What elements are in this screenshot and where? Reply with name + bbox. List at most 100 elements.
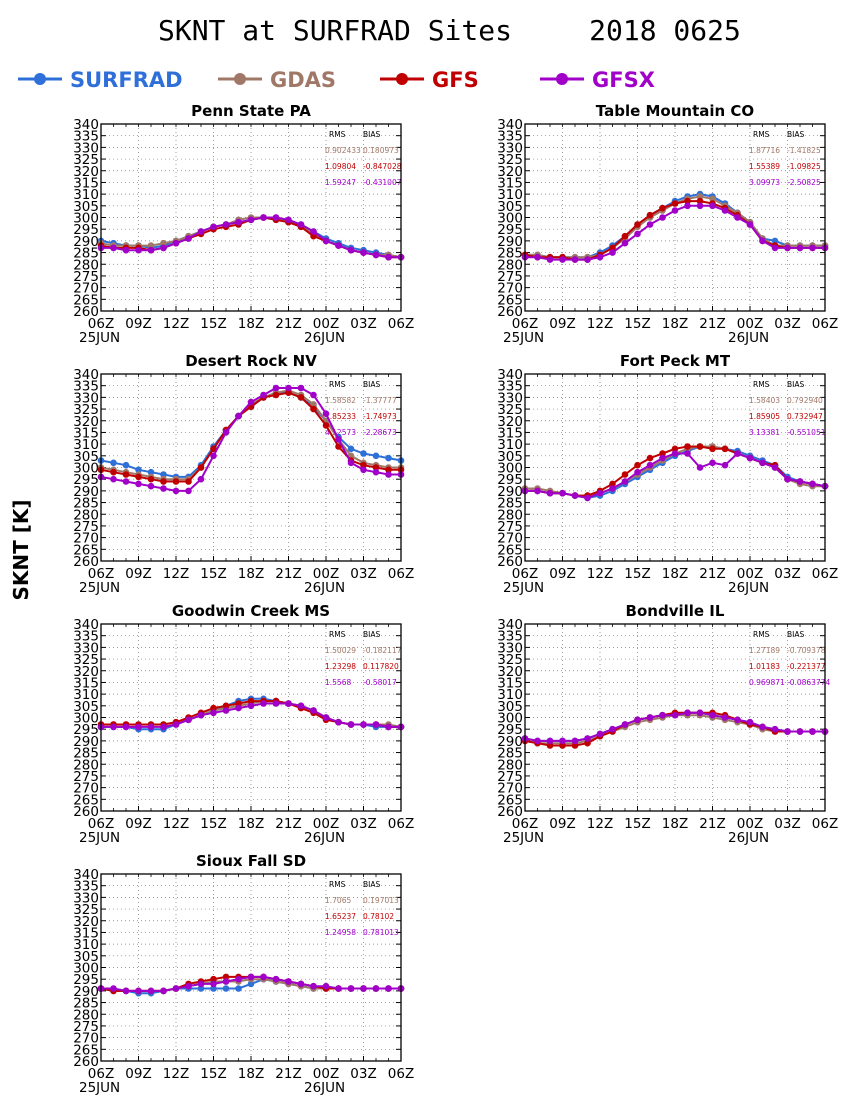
stats-bias-value: 0.78102	[363, 912, 394, 921]
stats-rms-value: 3.13381	[749, 428, 780, 437]
data-point	[609, 485, 616, 492]
x-tick-label: 21Z	[699, 316, 725, 332]
data-point	[684, 709, 691, 717]
y-tick-label: 330	[73, 140, 99, 156]
date-label: 25JUN	[79, 1080, 120, 1096]
data-point	[297, 394, 305, 401]
data-point	[385, 723, 392, 731]
data-point	[310, 982, 317, 990]
data-point	[634, 230, 641, 238]
data-point	[322, 410, 330, 418]
data-point	[210, 452, 217, 460]
data-point	[709, 195, 716, 203]
stats-rms-value: 1.01183	[749, 662, 780, 671]
x-tick-label: 06Z	[512, 316, 538, 332]
date-label: 26JUN	[304, 580, 345, 596]
y-tick-label: 265	[73, 1042, 99, 1058]
data-point	[297, 702, 305, 710]
y-tick-label: 270	[497, 531, 523, 547]
data-point	[110, 244, 117, 252]
data-point	[734, 214, 741, 221]
stats-bias-value: -1.41825	[787, 146, 821, 155]
data-point	[659, 711, 666, 719]
x-tick-label: 09Z	[125, 566, 151, 582]
data-point	[372, 464, 380, 471]
data-point	[185, 235, 192, 242]
chart-panel: Desert Rock NV26026527027528028529029530…	[73, 352, 414, 596]
y-tick-label: 260	[73, 804, 99, 820]
x-tick-label: 18Z	[238, 1066, 264, 1082]
y-tick-label: 295	[497, 472, 523, 488]
stats-bias-value: -1.74973	[363, 412, 397, 421]
x-tick-label: 21Z	[699, 816, 725, 832]
data-point	[771, 244, 779, 252]
data-point	[596, 253, 604, 261]
x-tick-label: 06Z	[88, 1066, 114, 1082]
panel-title: Sioux Fall SD	[196, 852, 306, 870]
y-tick-label: 290	[73, 734, 99, 750]
data-point	[584, 256, 591, 263]
x-tick-label: 00Z	[737, 566, 763, 582]
data-point	[285, 700, 292, 707]
data-point	[160, 987, 167, 995]
x-tick-label: 03Z	[774, 566, 800, 582]
data-point	[197, 228, 205, 235]
legend-item-surfrad: SURFRAD	[18, 68, 183, 92]
y-tick-label: 275	[73, 769, 99, 785]
data-point	[347, 985, 355, 992]
plot-frame	[524, 623, 826, 812]
stats-bias-value: -0.847028	[363, 162, 402, 171]
x-tick-label: 03Z	[350, 1066, 376, 1082]
y-tick-label: 305	[73, 449, 99, 465]
data-point	[222, 707, 230, 714]
y-tick-label: 310	[73, 937, 99, 953]
data-point	[160, 244, 167, 252]
data-point	[122, 723, 130, 731]
stats-header-bias: BIAS	[787, 630, 804, 639]
y-tick-label: 330	[497, 140, 523, 156]
data-point	[646, 714, 654, 721]
data-point	[322, 714, 330, 721]
legend-marker	[234, 73, 246, 85]
data-point	[546, 737, 554, 745]
data-point	[172, 478, 180, 485]
y-tick-label: 325	[73, 152, 99, 168]
data-point	[110, 468, 117, 476]
y-tick-label: 260	[73, 304, 99, 320]
date-label: 25JUN	[503, 580, 544, 596]
data-point	[272, 214, 280, 221]
x-tick-label: 21Z	[275, 816, 301, 832]
data-point	[272, 391, 280, 399]
data-point	[385, 454, 392, 462]
data-point	[360, 721, 367, 728]
chart-panel: Table Mountain CO 26026527027528028529029…	[497, 102, 838, 346]
data-point	[709, 445, 716, 453]
panel-title: Bondville IL	[626, 602, 725, 620]
y-tick-label: 260	[73, 554, 99, 570]
y-tick-label: 265	[73, 292, 99, 308]
y-tick-label: 265	[497, 542, 523, 558]
x-tick-label: 12Z	[163, 816, 189, 832]
data-point	[247, 702, 255, 710]
y-tick-label: 270	[73, 781, 99, 797]
data-point	[360, 249, 367, 256]
stats-rms-value: 1.65237	[325, 912, 356, 921]
x-tick-label: 06Z	[88, 316, 114, 332]
data-point	[571, 492, 579, 499]
legend-label: GFSX	[592, 68, 655, 92]
x-tick-label: 21Z	[275, 566, 301, 582]
y-tick-label: 265	[497, 792, 523, 808]
stats-bias-value: -0.182117	[363, 646, 402, 655]
y-tick-label: 300	[73, 211, 99, 227]
y-tick-label: 320	[73, 414, 99, 430]
x-tick-label: 15Z	[624, 816, 650, 832]
chart-panels: Penn State PA260265270275280285290295300…	[73, 102, 838, 1096]
data-point	[347, 246, 355, 254]
data-point	[534, 253, 541, 261]
date-label: 26JUN	[728, 330, 769, 346]
y-tick-label: 330	[73, 890, 99, 906]
data-point	[759, 459, 766, 467]
x-tick-label: 00Z	[313, 1066, 339, 1082]
data-point	[372, 251, 380, 259]
y-tick-label: 280	[497, 757, 523, 773]
